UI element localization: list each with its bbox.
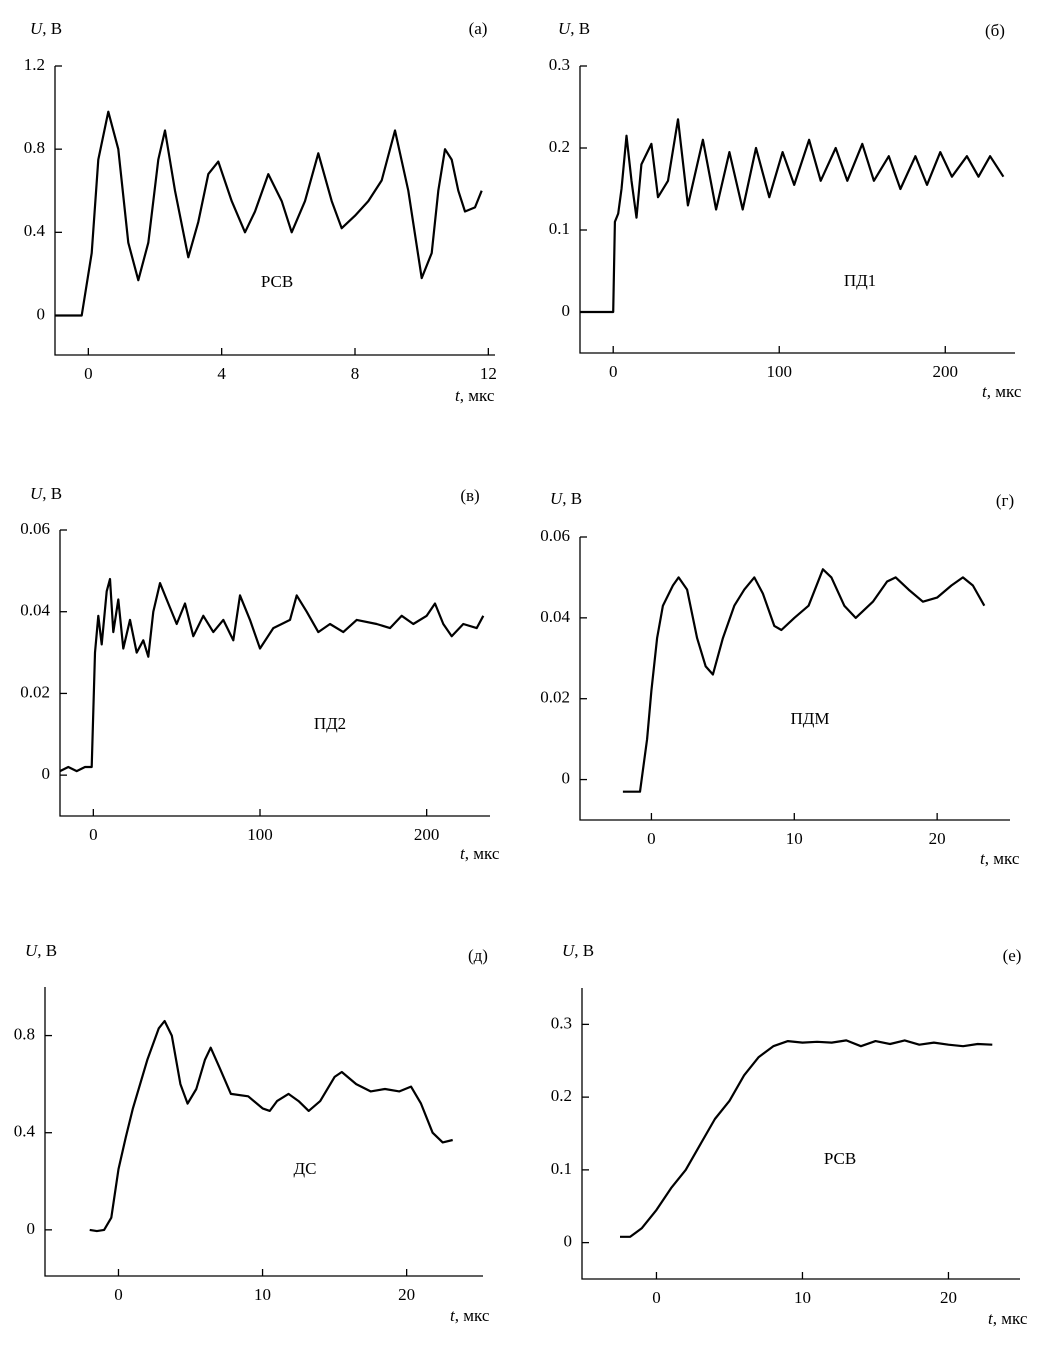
y-tick-label: 0.8: [14, 1024, 35, 1043]
annotation: РСВ: [261, 272, 293, 291]
annotation: ДС: [294, 1159, 317, 1178]
x-axis-label: t, мкс: [450, 1306, 490, 1325]
x-tick-label: 10: [794, 1288, 811, 1307]
y-tick-label: 0.2: [551, 1086, 572, 1105]
annotation: РСВ: [824, 1149, 856, 1168]
x-tick-label: 200: [933, 362, 959, 381]
panel: 0 0.02 0.04 0.06 0 100 200 U, В t, мкс (в) ПД2: [20, 484, 500, 863]
panel: 0 0.1 0.2 0.3 0 100 200 U, В t, мкс (б) ПД1: [549, 19, 1022, 401]
y-tick-label: 0.1: [549, 219, 570, 238]
annotation: ПДМ: [791, 709, 830, 728]
x-axis-label: t, мкс: [982, 382, 1022, 401]
panel-label: (д): [468, 946, 488, 965]
y-tick-label: 0.3: [551, 1013, 572, 1032]
y-axis-label: U, В: [558, 19, 590, 38]
x-axis-label: t, мкс: [460, 844, 500, 863]
y-tick-label: 0.06: [20, 519, 50, 538]
x-tick-label: 20: [929, 829, 946, 848]
y-tick-label: 0.04: [20, 601, 50, 620]
data-line: [622, 568, 986, 793]
axis-frame: [59, 530, 490, 817]
x-tick-label: 0: [84, 364, 93, 383]
y-tick-label: 1.2: [24, 55, 45, 74]
x-tick-label: 20: [398, 1285, 415, 1304]
x-tick-label: 10: [254, 1285, 271, 1304]
x-axis-label: t, мкс: [980, 849, 1020, 868]
panel-label: (г): [996, 491, 1014, 510]
x-tick-label: 0: [652, 1288, 661, 1307]
y-tick-label: 0.06: [540, 526, 570, 545]
panel: 0 0.02 0.04 0.06 0 10 20 U, В t, мкс (г) ПДМ: [540, 489, 1020, 868]
y-axis-label: U, В: [30, 19, 62, 38]
x-tick-label: 200: [414, 825, 440, 844]
panel: 0 0.4 0.8 0 10 20 U, В t, мкс (д) ДС: [14, 941, 490, 1325]
x-tick-label: 0: [114, 1285, 123, 1304]
axis-frame: [44, 987, 483, 1277]
data-line: [55, 110, 483, 317]
data-line: [89, 1019, 453, 1233]
y-axis-label: U, В: [30, 484, 62, 503]
y-tick-label: 0.4: [24, 221, 46, 240]
data-line: [59, 577, 485, 773]
axis-frame: [54, 66, 495, 356]
y-tick-label: 0: [564, 1232, 573, 1251]
data-line: [580, 118, 1005, 314]
annotation: ПД2: [314, 714, 346, 733]
y-tick-label: 0.02: [20, 682, 50, 701]
axis-frame: [579, 537, 1010, 821]
panel-label: (б): [985, 21, 1005, 40]
annotation: ПД1: [844, 271, 876, 290]
x-tick-label: 8: [351, 364, 360, 383]
data-line: [620, 1039, 993, 1238]
y-tick-label: 0.04: [540, 607, 570, 626]
y-tick-label: 0: [42, 764, 51, 783]
y-tick-label: 0: [562, 768, 571, 787]
panel-label: (е): [1003, 946, 1022, 965]
x-tick-label: 10: [786, 829, 803, 848]
y-tick-label: 0.3: [549, 55, 570, 74]
panel-label: (в): [460, 486, 479, 505]
y-tick-label: 0.8: [24, 138, 45, 157]
y-tick-label: 0.4: [14, 1122, 36, 1141]
x-tick-label: 12: [480, 364, 497, 383]
y-tick-label: 0: [37, 304, 46, 323]
y-tick-label: 0: [562, 301, 571, 320]
panel-label: (а): [469, 19, 488, 38]
y-axis-label: U, В: [562, 941, 594, 960]
x-tick-label: 100: [247, 825, 273, 844]
y-tick-label: 0: [27, 1219, 36, 1238]
y-tick-label: 0.02: [540, 688, 570, 707]
y-tick-label: 0.2: [549, 137, 570, 156]
x-tick-label: 100: [766, 362, 792, 381]
y-tick-label: 0.1: [551, 1159, 572, 1178]
y-axis-label: U, В: [550, 489, 582, 508]
x-tick-label: 4: [217, 364, 226, 383]
y-axis-label: U, В: [25, 941, 57, 960]
x-tick-label: 0: [609, 362, 618, 381]
x-axis-label: t, мкс: [455, 386, 495, 405]
x-tick-label: 0: [89, 825, 98, 844]
panel: 0 0.4 0.8 1.2 0 4 8 12 U, В t, мкс (а) РСВ: [24, 19, 497, 405]
axis-frame: [579, 66, 1015, 354]
x-axis-label: t, мкс: [988, 1309, 1028, 1328]
panel: 0 0.1 0.2 0.3 0 10 20 U, В t, мкс (е) РСВ: [551, 941, 1028, 1328]
axis-frame: [581, 988, 1020, 1280]
x-tick-label: 20: [940, 1288, 957, 1307]
x-tick-label: 0: [647, 829, 656, 848]
